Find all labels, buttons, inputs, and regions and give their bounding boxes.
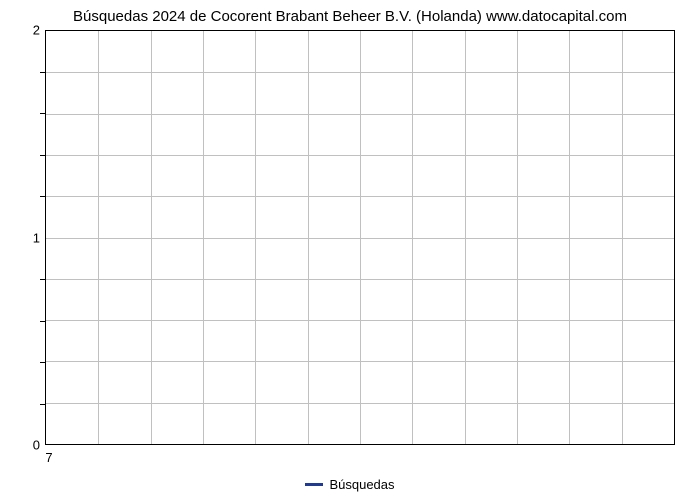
legend-swatch — [305, 483, 323, 486]
grid-line-v — [412, 31, 413, 444]
grid-line-v — [255, 31, 256, 444]
grid-line-v — [622, 31, 623, 444]
grid-line-v — [517, 31, 518, 444]
x-tick-label: 7 — [45, 450, 52, 465]
chart-title: Búsquedas 2024 de Cocorent Brabant Behee… — [0, 8, 700, 25]
grid-line-v — [151, 31, 152, 444]
grid-line-v — [360, 31, 361, 444]
y-tick-mark — [40, 113, 45, 114]
y-tick-mark — [40, 72, 45, 73]
grid-line-v — [203, 31, 204, 444]
grid-line-v — [98, 31, 99, 444]
y-tick-label: 0 — [10, 438, 40, 453]
y-tick-mark — [40, 279, 45, 280]
chart-legend: Búsquedas — [0, 476, 700, 492]
y-tick-label: 1 — [10, 230, 40, 245]
y-tick-mark — [40, 196, 45, 197]
y-tick-label: 2 — [10, 23, 40, 38]
plot-area — [45, 30, 675, 445]
chart-container: Búsquedas 2024 de Cocorent Brabant Behee… — [0, 0, 700, 500]
y-tick-mark — [40, 155, 45, 156]
y-tick-mark — [40, 321, 45, 322]
grid-line-v — [465, 31, 466, 444]
y-tick-mark — [40, 362, 45, 363]
legend-label: Búsquedas — [329, 477, 394, 492]
grid-line-v — [308, 31, 309, 444]
grid-line-v — [569, 31, 570, 444]
y-tick-mark — [40, 404, 45, 405]
